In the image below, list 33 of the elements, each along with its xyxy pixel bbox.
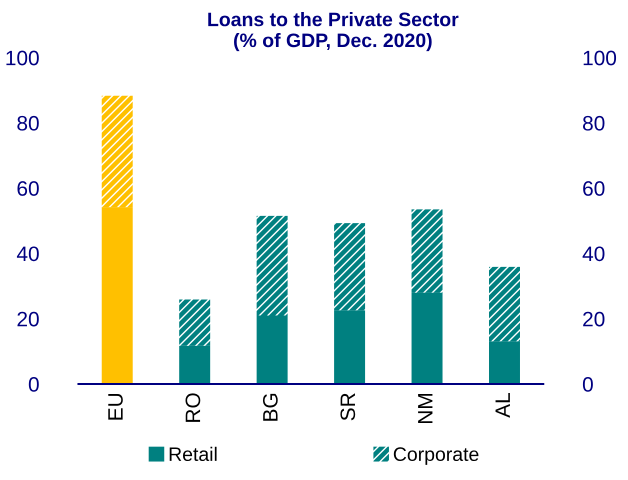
bar bbox=[412, 209, 443, 293]
y2-tick-label: 100 bbox=[584, 50, 616, 66]
y2-tick-label: 60 bbox=[583, 181, 604, 196]
y-tick-label: 60 bbox=[18, 181, 39, 196]
y-tick-label: 40 bbox=[16, 246, 39, 262]
y2-tick-label: 20 bbox=[583, 312, 604, 326]
bar bbox=[102, 96, 133, 208]
x-tick-label: EU bbox=[108, 394, 123, 420]
bar bbox=[489, 341, 520, 384]
bar bbox=[102, 207, 133, 384]
y-tick-label: 100 bbox=[6, 50, 39, 66]
bar bbox=[334, 310, 366, 384]
bar bbox=[489, 266, 520, 342]
legend-label: Corporate bbox=[394, 447, 478, 465]
y-tick-label: 20 bbox=[17, 312, 39, 326]
legend-label: Retail bbox=[170, 446, 217, 462]
y2-tick-label: 0 bbox=[582, 377, 593, 392]
y2-tick-label: 80 bbox=[583, 116, 604, 131]
bar bbox=[256, 315, 288, 384]
bar bbox=[334, 223, 366, 310]
x-tick-label: BG bbox=[262, 394, 278, 421]
bar bbox=[412, 292, 443, 384]
chart-title: Loans to the Private Sector (% of GDP, Dec. 2020) bbox=[208, 12, 458, 52]
bar bbox=[179, 346, 210, 384]
bar bbox=[179, 299, 210, 346]
bar bbox=[256, 216, 288, 316]
x-tick-label: RO bbox=[186, 393, 200, 422]
y2-tick-label: 40 bbox=[582, 246, 604, 262]
x-tick-label: NM bbox=[418, 394, 432, 424]
y-tick-label: 0 bbox=[28, 377, 39, 392]
y-tick-label: 80 bbox=[17, 116, 39, 131]
x-tick-label: SR bbox=[340, 393, 356, 420]
x-tick-label: AL bbox=[496, 393, 510, 418]
